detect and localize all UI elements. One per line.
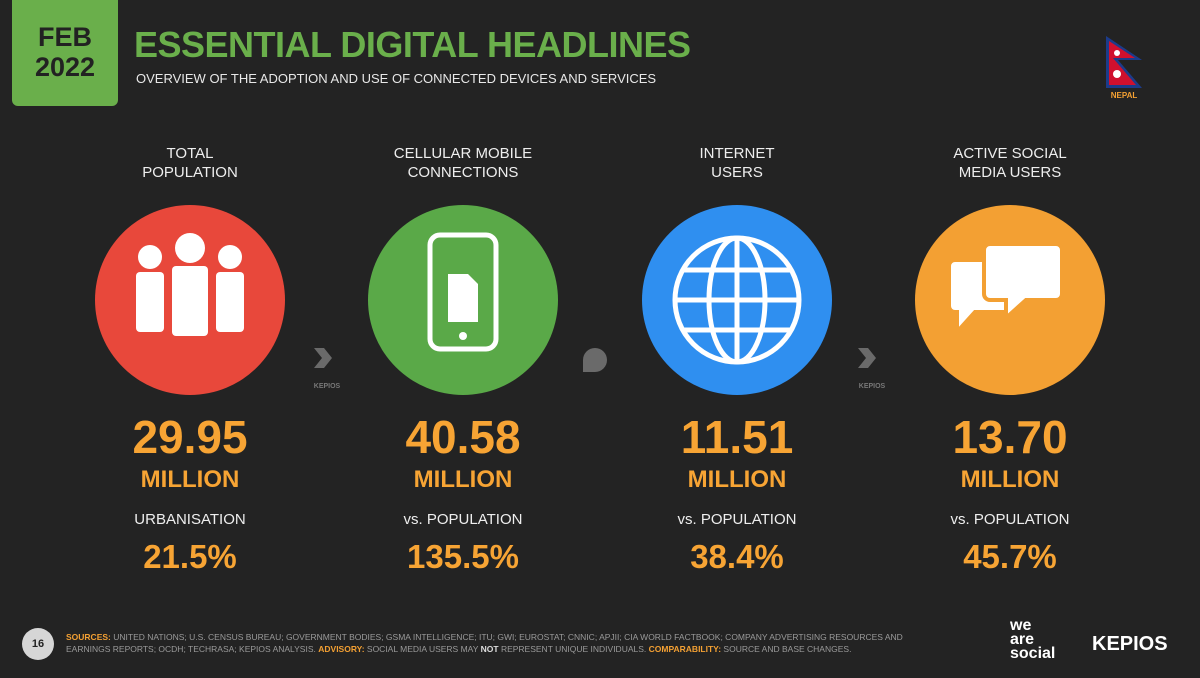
- card-unit: MILLION: [140, 466, 240, 493]
- card-sub-value: 21.5%: [143, 538, 237, 575]
- card-label: ACTIVE SOCIAL: [953, 145, 1067, 162]
- card-label: INTERNET: [699, 145, 775, 162]
- watermark: KEPIOS: [858, 383, 886, 390]
- brand-word: are: [1010, 631, 1035, 648]
- card-value: 29.95: [132, 411, 248, 463]
- sources: SOURCES: UNITED NATIONS; U.S. CENSUS BUR…: [66, 631, 926, 655]
- comparability-text: SOURCE AND BASE CHANGES.: [723, 644, 852, 654]
- advisory-emphasis: NOT: [480, 644, 499, 654]
- card-value: 11.51: [680, 411, 794, 463]
- advisory-key: ADVISORY:: [318, 644, 365, 654]
- card-label: TOTAL: [166, 145, 214, 162]
- card-unit: MILLION: [687, 466, 787, 493]
- flag: [1106, 36, 1142, 88]
- card-label: POPULATION: [142, 164, 238, 181]
- brand-logo: we are social: [1010, 617, 1056, 662]
- date-badge: FEB 2022: [12, 0, 118, 106]
- page-number: 16: [22, 628, 54, 660]
- watermark: KEPIOS: [313, 383, 341, 390]
- card-label: MEDIA USERS: [958, 164, 1062, 181]
- badge-year: 2022: [34, 52, 96, 82]
- comparability-key: COMPARABILITY:: [648, 644, 722, 654]
- icons: [95, 205, 1105, 395]
- advisory-text: REPRESENT UNIQUE INDIVIDUALS.: [500, 644, 647, 654]
- sources-key: SOURCES:: [66, 632, 111, 642]
- card-sub-label: vs. POPULATION: [950, 511, 1070, 528]
- card-value: 40.58: [405, 411, 521, 463]
- sources-text: UNITED NATIONS; U.S. CENSUS BUREAU; GOVE…: [66, 632, 903, 654]
- card-unit: MILLION: [960, 466, 1060, 493]
- badge-month: FEB: [38, 22, 92, 52]
- country: NEPAL: [1110, 91, 1138, 100]
- card-sub-value: 45.7%: [963, 538, 1057, 575]
- card-label: USERS: [711, 164, 763, 181]
- card-sub-value: 135.5%: [407, 538, 519, 575]
- card-sub-label: URBANISATION: [134, 511, 246, 528]
- brand-word: social: [1010, 645, 1056, 662]
- card-unit: MILLION: [413, 466, 513, 493]
- brand-word: we: [1010, 617, 1032, 634]
- card-sub-label: vs. POPULATION: [403, 511, 523, 528]
- card-label: CELLULAR MOBILE: [393, 145, 533, 162]
- card-sub-label: vs. POPULATION: [677, 511, 797, 528]
- card-label: CONNECTIONS: [407, 164, 519, 181]
- card-value: 13.70: [952, 411, 1068, 463]
- title: ESSENTIAL DIGITAL HEADLINES: [134, 24, 691, 65]
- partner-logo: KEPIOS: [1092, 633, 1168, 655]
- advisory-text: SOCIAL MEDIA USERS MAY: [366, 644, 479, 654]
- subtitle: OVERVIEW OF THE ADOPTION AND USE OF CONN…: [136, 71, 657, 86]
- card-sub-value: 38.4%: [690, 538, 784, 575]
